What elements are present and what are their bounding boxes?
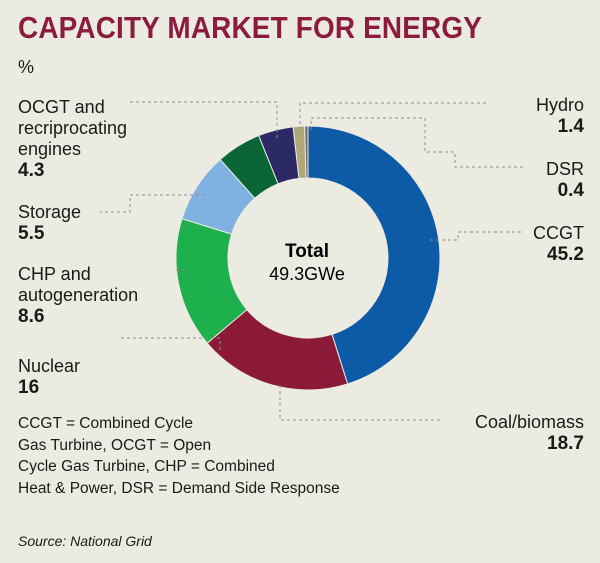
value-nuclear: 16 xyxy=(18,377,40,398)
center-total-value: 49.3GWe xyxy=(269,264,345,284)
value-ocgt: 4.3 xyxy=(18,160,45,181)
leader-line-nuclear xyxy=(120,337,221,350)
center-total-label: Total xyxy=(285,241,329,262)
leader-line-dsr xyxy=(310,117,523,168)
value-coal: 18.7 xyxy=(547,433,584,454)
slice-dsr xyxy=(304,125,309,179)
label-dsr: DSR 0.4 xyxy=(545,159,584,201)
label-nuclear: Nuclear 16 xyxy=(18,356,81,398)
slice-ccgt xyxy=(307,125,441,385)
leader-line-hydro xyxy=(299,102,488,130)
value-hydro: 1.4 xyxy=(557,116,584,137)
label-ocgt: OCGT and recriprocating engines 4.3 xyxy=(18,97,128,181)
unit-label: % xyxy=(18,57,35,77)
label-ccgt: CCGT 45.2 xyxy=(533,223,584,265)
label-storage: Storage 5.5 xyxy=(18,202,82,244)
value-ccgt: 45.2 xyxy=(547,244,584,265)
value-chp: 8.6 xyxy=(18,306,45,327)
source-note: Source: National Grid xyxy=(18,533,152,549)
abbreviation-notes: CCGT = Combined Cycle Gas Turbine, OCGT … xyxy=(18,415,340,497)
leader-line-ccgt xyxy=(430,231,522,241)
leader-line-ocgt xyxy=(130,101,278,138)
label-chp: CHP and autogeneration 8.6 xyxy=(18,264,139,327)
value-dsr: 0.4 xyxy=(557,180,584,201)
chart-title: CAPACITY MARKET FOR ENERGY xyxy=(18,10,483,45)
label-hydro: Hydro 1.4 xyxy=(535,95,584,137)
leader-line-storage xyxy=(100,194,205,213)
value-storage: 5.5 xyxy=(18,223,45,244)
label-coal: Coal/biomass 18.7 xyxy=(474,412,584,454)
